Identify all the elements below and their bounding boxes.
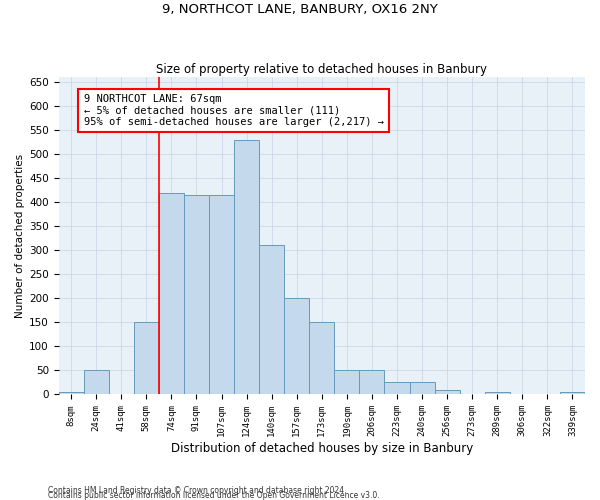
Bar — [159, 192, 184, 394]
Bar — [134, 322, 159, 394]
Bar — [410, 382, 434, 394]
Text: Contains public sector information licensed under the Open Government Licence v3: Contains public sector information licen… — [48, 490, 380, 500]
Text: Contains HM Land Registry data © Crown copyright and database right 2024.: Contains HM Land Registry data © Crown c… — [48, 486, 347, 495]
Bar — [434, 390, 460, 394]
Bar — [334, 370, 359, 394]
Bar — [309, 322, 334, 394]
Bar — [485, 392, 510, 394]
Bar — [59, 392, 84, 394]
Bar — [209, 195, 234, 394]
Title: Size of property relative to detached houses in Banbury: Size of property relative to detached ho… — [157, 63, 487, 76]
Bar — [385, 382, 410, 394]
Bar — [284, 298, 309, 394]
Bar — [184, 195, 209, 394]
Bar — [560, 392, 585, 394]
Y-axis label: Number of detached properties: Number of detached properties — [15, 154, 25, 318]
Bar — [234, 140, 259, 394]
Text: 9 NORTHCOT LANE: 67sqm
← 5% of detached houses are smaller (111)
95% of semi-det: 9 NORTHCOT LANE: 67sqm ← 5% of detached … — [84, 94, 384, 127]
X-axis label: Distribution of detached houses by size in Banbury: Distribution of detached houses by size … — [170, 442, 473, 455]
Text: 9, NORTHCOT LANE, BANBURY, OX16 2NY: 9, NORTHCOT LANE, BANBURY, OX16 2NY — [162, 2, 438, 16]
Bar — [359, 370, 385, 394]
Bar — [259, 246, 284, 394]
Bar — [84, 370, 109, 394]
